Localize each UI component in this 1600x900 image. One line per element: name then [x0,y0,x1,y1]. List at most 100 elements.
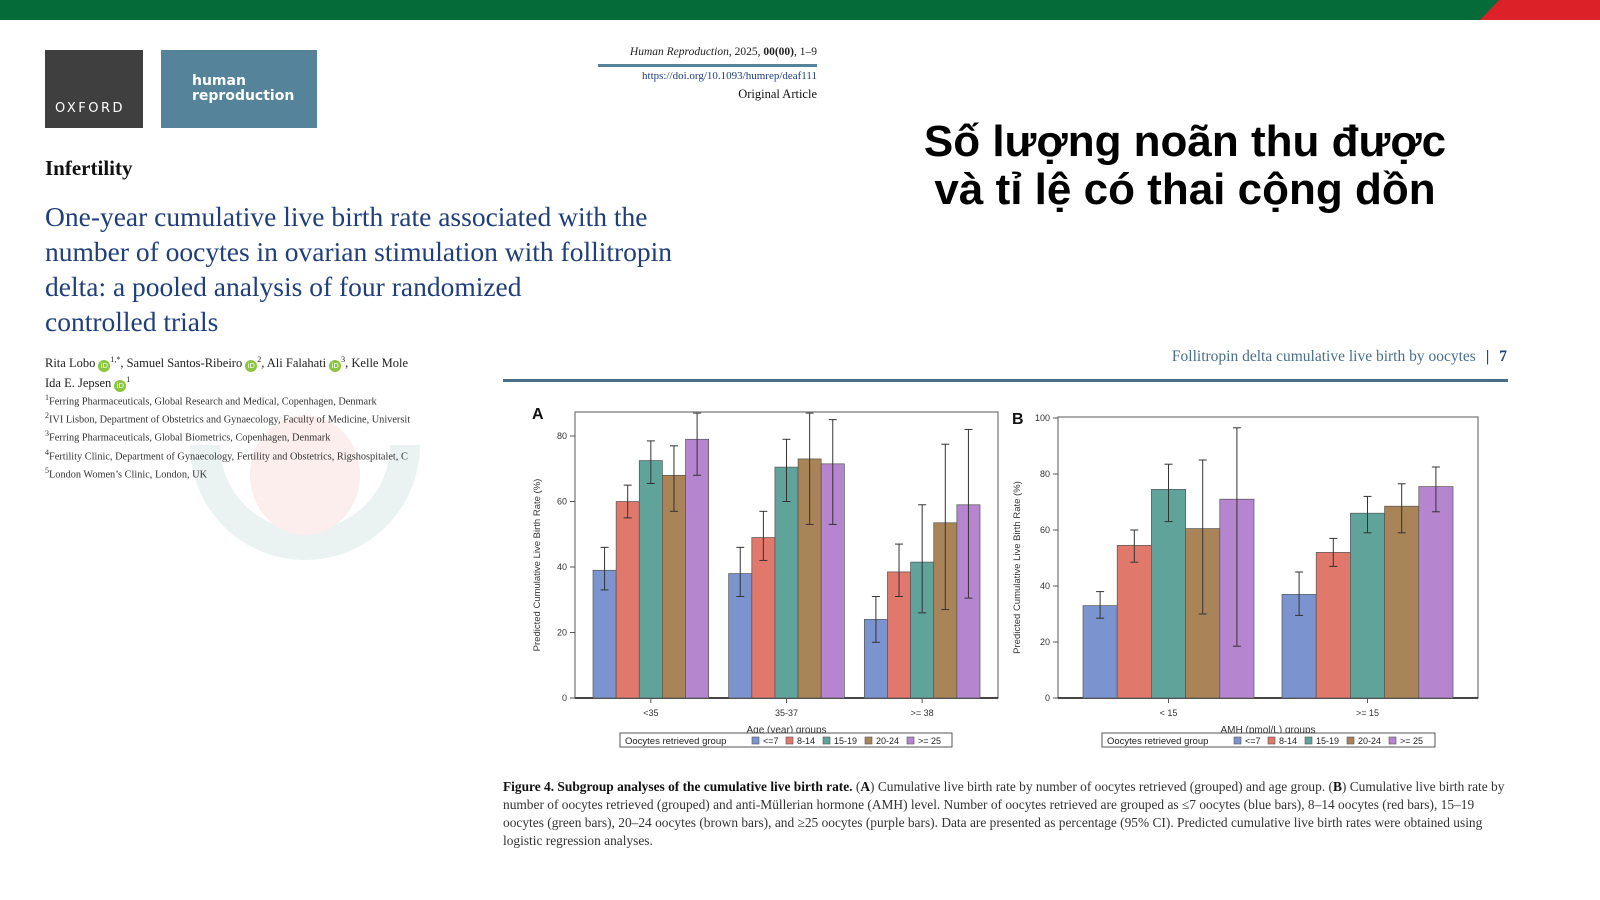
legend-swatch [1267,736,1276,745]
running-head-text: Follitropin delta cumulative live birth … [1171,348,1476,365]
running-head-rule [503,379,1508,382]
affiliation-text: IVI Lisbon, Department of Obstetrics and… [49,414,411,426]
top-banner-green [0,0,1600,20]
affiliation: 2IVI Lisbon, Department of Obstetrics an… [45,409,455,427]
legend-title: Oocytes retrieved group [625,736,726,747]
journal-pages: , 1–9 [794,46,817,58]
caption-title: Subgroup analyses of the cumulative live… [554,779,853,794]
y-tick-label: 80 [557,431,567,441]
page-number: 7 [1499,348,1507,365]
legend-entry: <=7 [763,736,779,746]
article-type: Original Article [738,87,817,101]
running-head: Follitropin delta cumulative live birth … [1100,348,1507,366]
legend-swatch [785,736,794,745]
bar-1519-15 [1350,512,1385,699]
bar-814-35 [615,501,640,699]
paper-title-line: number of oocytes in ovarian stimulation… [45,236,673,267]
oxford-logo-text: OXFORD [55,101,126,116]
author-line-2: Ida E. Jepsen iD1 [45,372,455,393]
author-name[interactable]: Kelle Mole [351,356,408,371]
journal-watermark [190,415,420,560]
author-separator: , [261,356,267,371]
y-tick-label: 60 [557,497,567,507]
affiliation-text: Ferring Pharmaceuticals, Global Biometri… [49,432,331,444]
caption-text: ) Cumulative live birth rate by number o… [870,779,1333,794]
x-tick-label: 35-37 [775,708,798,718]
legend-entry: 8-14 [797,736,815,746]
paper-title-line: delta: a pooled analysis of four randomi… [45,271,522,302]
y-tick-label: 20 [557,628,567,638]
slide-title-line-2: và tỉ lệ có thai cộng dồn [934,165,1436,214]
legend-entry: 20-24 [876,736,899,746]
bar-2024-15 [1384,505,1420,699]
bar-814-15 [1315,552,1351,699]
legend-title: Oocytes retrieved group [1107,736,1208,747]
legend-entry: >= 25 [1400,736,1423,746]
author-affil-sup: 1 [126,375,131,385]
bar-814-15 [1116,545,1152,699]
bar-1519-15 [1151,489,1186,699]
orcid-icon[interactable]: iD [114,380,127,393]
y-tick-label: 100 [1035,413,1050,423]
paper-title: One-year cumulative live birth rate asso… [45,199,835,339]
affiliation-sup: 5 [45,465,49,475]
affiliation: 5London Women’s Clinic, London, UK [45,464,455,482]
legend-entry: 15-19 [1316,736,1339,746]
x-tick-label: >= 15 [1356,708,1379,718]
legend-swatch [1304,736,1313,745]
y-tick-label: 40 [557,562,567,572]
bar-25-35 [685,438,710,699]
affiliation: 3Ferring Pharmaceuticals, Global Biometr… [45,427,455,445]
section-label: Infertility [45,156,133,180]
figure-caption: Figure 4. Subgroup analyses of the cumul… [503,778,1513,850]
bar-25-15 [1418,486,1454,699]
caption-panel-b: B [1332,779,1342,794]
legend-swatch [1233,736,1242,745]
author-separator: , [345,356,352,371]
y-tick-label: 80 [1040,469,1050,479]
journal-logo-text: human reproduction [192,73,295,104]
author-affil-sup: 2 [257,355,262,364]
running-head-separator: | [1485,348,1490,365]
x-tick-label: <35 [643,708,658,718]
affiliation-sup: 2 [45,411,49,421]
author-name[interactable]: Ida E. Jepsen [45,376,112,391]
affiliation-text: London Women’s Clinic, London, UK [49,469,208,481]
author-separator: , [120,356,127,371]
author-name[interactable]: Samuel Santos-Ribeiro [126,356,243,371]
x-tick-label: < 15 [1160,708,1178,718]
author-list: Rita Lobo iD1,*, Samuel Santos-Ribeiro iD2… [45,352,455,393]
bar-1519-35 [638,460,663,699]
orcid-icon[interactable]: iD [98,360,111,373]
legend-entry: 8-14 [1279,736,1297,746]
doi-link[interactable]: https://doi.org/10.1093/humrep/deaf111 [642,70,817,82]
y-tick-label: 0 [562,693,567,703]
author-affil-sup: 1,* [110,355,121,364]
figure-4: A 0 20 40 60 80 Predicted Cumulative Live Birt… [532,406,1479,748]
author-affil-sup: 3 [341,355,346,364]
legend-swatch [864,736,873,745]
legend-entry: 15-19 [834,736,857,746]
journal-issue: 00(00) [763,46,794,58]
journal-name: Human Reproduction [629,46,729,58]
caption-text: ( [852,779,861,794]
author-name[interactable]: Rita Lobo [45,356,96,371]
affiliation-list: 1Ferring Pharmaceuticals, Global Researc… [45,391,455,482]
affiliation: 1Ferring Pharmaceuticals, Global Researc… [45,391,455,409]
affiliation: 4Fertility Clinic, Department of Gynaeco… [45,446,455,464]
affiliation-sup: 3 [45,429,49,439]
journal-logo: human reproduction [161,50,317,128]
orcid-icon[interactable]: iD [329,360,342,373]
y-axis-label: Predicted Cumulative Live Birth Rate (%) [1012,481,1023,654]
y-tick-label: 0 [1045,693,1050,703]
y-tick-label: 40 [1040,581,1050,591]
legend-entry: 20-24 [1358,736,1381,746]
author-name[interactable]: Ali Falahati [266,356,327,371]
y-tick-label: 60 [1040,525,1050,535]
legend-entry: <=7 [1245,736,1261,746]
panel-label: A [532,406,544,423]
slide-title-line-1: Số lượng noãn thu được [923,117,1447,166]
journal-year: , 2025, [728,46,764,58]
orcid-icon[interactable]: iD [245,360,258,373]
slide-title: Số lượng noãn thu được và tỉ lệ có thai … [900,118,1470,214]
